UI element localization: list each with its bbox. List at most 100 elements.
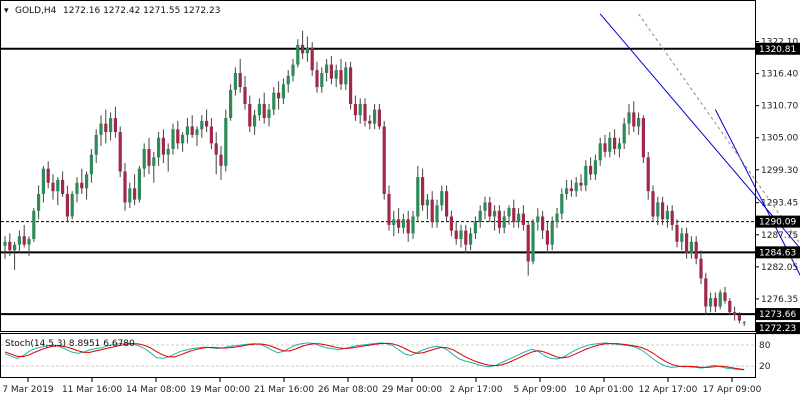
candle — [718, 289, 722, 310]
candle-body — [464, 230, 468, 245]
time-axis: 7 Mar 2019 11 Mar 16:00 14 Mar 08:00 19 Mar… — [2, 378, 762, 395]
price-axis: 1322.10 1316.40 1310.70 1305.00 1299.30 1293.… — [755, 38, 798, 337]
candle-body — [229, 89, 233, 119]
candle — [406, 210, 410, 242]
candle — [493, 205, 497, 231]
candle-body — [152, 157, 156, 166]
horizontal-levels[interactable] — [1, 47, 755, 316]
time-tick-label: 10 Apr 01:00 — [575, 385, 634, 395]
candle-body — [661, 202, 665, 220]
channel-upper-line — [599, 13, 800, 249]
candle — [555, 208, 559, 228]
candle — [488, 196, 492, 223]
candle — [560, 188, 564, 220]
candle-body — [392, 219, 396, 225]
candle-body — [358, 103, 362, 116]
candle-body — [435, 205, 439, 223]
candle — [469, 227, 473, 251]
time-tick-label: 14 Mar 08:00 — [126, 385, 186, 395]
current-price-label: 1272.23 — [759, 324, 796, 334]
candle-body — [277, 92, 281, 99]
candle-body — [430, 199, 434, 223]
candle-body — [51, 182, 55, 192]
candle — [181, 132, 185, 152]
candle-body — [123, 171, 127, 203]
candle — [296, 39, 300, 68]
candle — [512, 199, 516, 228]
price-tick-label: 1293.45 — [761, 199, 798, 209]
candle — [109, 112, 113, 141]
candle — [344, 61, 348, 90]
candle-body — [665, 210, 669, 220]
candle — [502, 210, 506, 234]
candle — [233, 67, 237, 96]
candle — [41, 165, 45, 203]
candle — [61, 171, 65, 197]
candle — [123, 163, 127, 211]
candle — [56, 177, 60, 206]
price-tick-label: 1322.10 — [761, 38, 798, 48]
candle — [27, 236, 31, 256]
candle-body — [147, 148, 151, 166]
candle — [430, 191, 434, 228]
candle-body — [94, 134, 98, 155]
candle — [185, 118, 189, 144]
candle-body — [363, 103, 367, 121]
candle-body — [56, 179, 60, 192]
candle — [219, 146, 223, 180]
candle-body — [718, 292, 722, 307]
stoch-series — [4, 342, 745, 371]
candle — [574, 177, 578, 197]
candle — [334, 64, 338, 88]
candle — [598, 137, 602, 166]
level-label: 1290.09 — [759, 218, 796, 228]
candle — [104, 109, 108, 144]
triangle-down-icon[interactable]: ▾ — [4, 6, 9, 16]
candle — [593, 154, 597, 180]
candle-body — [219, 154, 223, 166]
candle — [401, 213, 405, 234]
candle-body — [411, 216, 415, 234]
candle — [483, 196, 487, 220]
candle — [382, 120, 386, 200]
candle — [147, 137, 151, 175]
candle-body — [334, 70, 338, 79]
candle-body — [531, 222, 535, 262]
candle-body — [622, 123, 626, 144]
candle — [694, 236, 698, 265]
candle — [190, 115, 194, 138]
symbol-label: GOLD,H4 — [15, 6, 57, 16]
candle-body — [584, 165, 588, 186]
candle-body — [41, 168, 45, 194]
price-tick-label: 1310.70 — [761, 102, 798, 112]
candle-body — [368, 120, 372, 124]
candle-body — [536, 216, 540, 223]
candle-body — [161, 137, 165, 155]
candle-body — [507, 208, 511, 217]
candle — [46, 161, 50, 189]
candle — [257, 98, 261, 121]
candle — [377, 103, 381, 130]
candle-body — [344, 67, 348, 85]
candle-body — [325, 64, 329, 74]
candle-body — [305, 47, 309, 54]
candle-body — [459, 230, 463, 240]
candle-body — [416, 177, 420, 217]
symbol-header[interactable]: ▾ GOLD,H4 1272.16 1272.42 1271.55 1272.2… — [4, 6, 220, 16]
candle — [392, 210, 396, 237]
candle — [517, 208, 521, 228]
time-tick-label: 11 Mar 16:00 — [62, 385, 122, 395]
candle — [262, 92, 266, 124]
time-tick-label: 21 Mar 16:00 — [254, 385, 314, 395]
candle — [603, 134, 607, 158]
candle — [113, 106, 117, 138]
candle-body — [641, 118, 645, 158]
time-tick-label: 17 Apr 09:00 — [703, 385, 762, 395]
candle — [689, 236, 693, 259]
candle-body — [613, 137, 617, 149]
candle — [440, 185, 444, 211]
candle — [608, 132, 612, 158]
level-label-box — [756, 215, 800, 228]
candle — [550, 216, 554, 251]
